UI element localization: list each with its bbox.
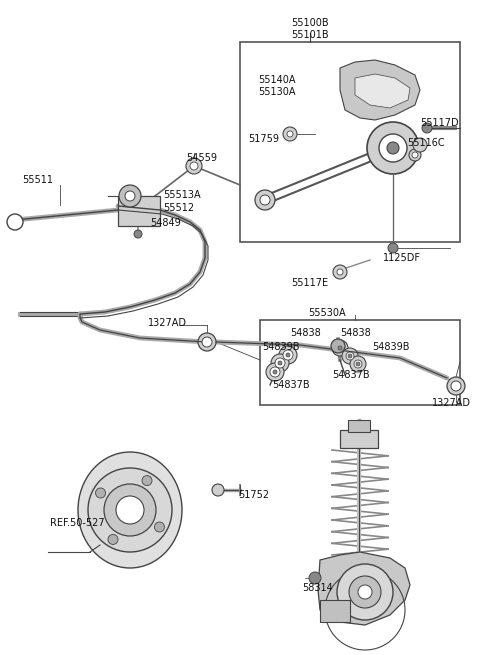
Circle shape bbox=[134, 230, 142, 238]
Text: 55140A: 55140A bbox=[258, 75, 296, 85]
Circle shape bbox=[350, 356, 366, 372]
Text: 54839B: 54839B bbox=[372, 342, 409, 352]
Circle shape bbox=[379, 134, 407, 162]
Text: 54837B: 54837B bbox=[272, 380, 310, 390]
Circle shape bbox=[451, 381, 461, 391]
Circle shape bbox=[202, 337, 212, 347]
Text: 1327AD: 1327AD bbox=[148, 318, 187, 328]
Circle shape bbox=[283, 350, 293, 360]
Circle shape bbox=[186, 158, 202, 174]
Circle shape bbox=[212, 484, 224, 496]
Circle shape bbox=[271, 354, 289, 372]
Text: 54837B: 54837B bbox=[332, 370, 370, 380]
Bar bbox=[340, 430, 378, 448]
Circle shape bbox=[409, 149, 421, 161]
Circle shape bbox=[447, 377, 465, 395]
Circle shape bbox=[190, 162, 198, 170]
Circle shape bbox=[260, 195, 270, 205]
Text: 55513A: 55513A bbox=[163, 190, 201, 200]
Circle shape bbox=[104, 484, 156, 536]
Text: 54559: 54559 bbox=[186, 153, 217, 163]
Circle shape bbox=[283, 127, 297, 141]
Text: 55130A: 55130A bbox=[258, 87, 296, 97]
Text: 54839B: 54839B bbox=[262, 342, 300, 352]
Text: 55511: 55511 bbox=[22, 175, 53, 185]
Circle shape bbox=[88, 468, 172, 552]
Circle shape bbox=[367, 122, 419, 174]
Circle shape bbox=[142, 476, 152, 485]
Circle shape bbox=[413, 138, 427, 152]
Circle shape bbox=[266, 363, 284, 381]
Circle shape bbox=[286, 353, 290, 357]
Circle shape bbox=[333, 265, 347, 279]
Bar bbox=[320, 600, 350, 622]
Circle shape bbox=[348, 354, 352, 358]
Bar bbox=[260, 320, 460, 405]
Text: 54849: 54849 bbox=[150, 218, 181, 228]
Circle shape bbox=[255, 190, 275, 210]
Circle shape bbox=[279, 346, 297, 364]
Circle shape bbox=[336, 344, 344, 352]
Circle shape bbox=[198, 333, 216, 351]
Circle shape bbox=[278, 361, 282, 365]
Text: 54838: 54838 bbox=[290, 328, 321, 338]
Circle shape bbox=[125, 191, 135, 201]
Circle shape bbox=[412, 152, 418, 158]
Text: 55117D: 55117D bbox=[420, 118, 458, 128]
Circle shape bbox=[331, 339, 345, 353]
Bar bbox=[240, 42, 460, 242]
Circle shape bbox=[275, 358, 285, 368]
Circle shape bbox=[358, 585, 372, 599]
Text: 55530A: 55530A bbox=[308, 308, 346, 318]
Text: 55512: 55512 bbox=[163, 203, 194, 213]
Ellipse shape bbox=[78, 452, 182, 568]
Circle shape bbox=[337, 269, 343, 275]
Text: 1327AD: 1327AD bbox=[432, 398, 471, 408]
Circle shape bbox=[155, 522, 165, 532]
Circle shape bbox=[422, 123, 432, 133]
Circle shape bbox=[338, 346, 342, 350]
Bar bbox=[348, 420, 370, 432]
Text: 55101B: 55101B bbox=[291, 30, 329, 40]
Text: 55117E: 55117E bbox=[291, 278, 329, 288]
Text: 51752: 51752 bbox=[238, 490, 269, 500]
Text: 55100B: 55100B bbox=[291, 18, 329, 28]
Circle shape bbox=[354, 360, 362, 368]
Text: REF.50-527: REF.50-527 bbox=[50, 518, 105, 528]
Circle shape bbox=[349, 576, 381, 608]
Circle shape bbox=[273, 370, 277, 374]
Text: 1125DF: 1125DF bbox=[383, 253, 421, 263]
Polygon shape bbox=[318, 552, 410, 625]
Circle shape bbox=[287, 131, 293, 137]
Circle shape bbox=[108, 534, 118, 544]
Bar bbox=[118, 196, 160, 226]
Circle shape bbox=[119, 185, 141, 207]
Circle shape bbox=[309, 572, 321, 584]
Circle shape bbox=[342, 348, 358, 364]
Circle shape bbox=[356, 362, 360, 366]
Text: 55116C: 55116C bbox=[407, 138, 444, 148]
Circle shape bbox=[337, 564, 393, 620]
Text: 54838: 54838 bbox=[340, 328, 371, 338]
Text: 58314: 58314 bbox=[302, 583, 333, 593]
Circle shape bbox=[332, 340, 348, 356]
Circle shape bbox=[96, 488, 106, 498]
Polygon shape bbox=[340, 60, 420, 120]
Polygon shape bbox=[355, 74, 410, 108]
Circle shape bbox=[116, 496, 144, 524]
Circle shape bbox=[388, 243, 398, 253]
Circle shape bbox=[270, 367, 280, 377]
Text: 51759: 51759 bbox=[248, 134, 279, 144]
Circle shape bbox=[346, 352, 354, 360]
Circle shape bbox=[7, 214, 23, 230]
Circle shape bbox=[387, 142, 399, 154]
